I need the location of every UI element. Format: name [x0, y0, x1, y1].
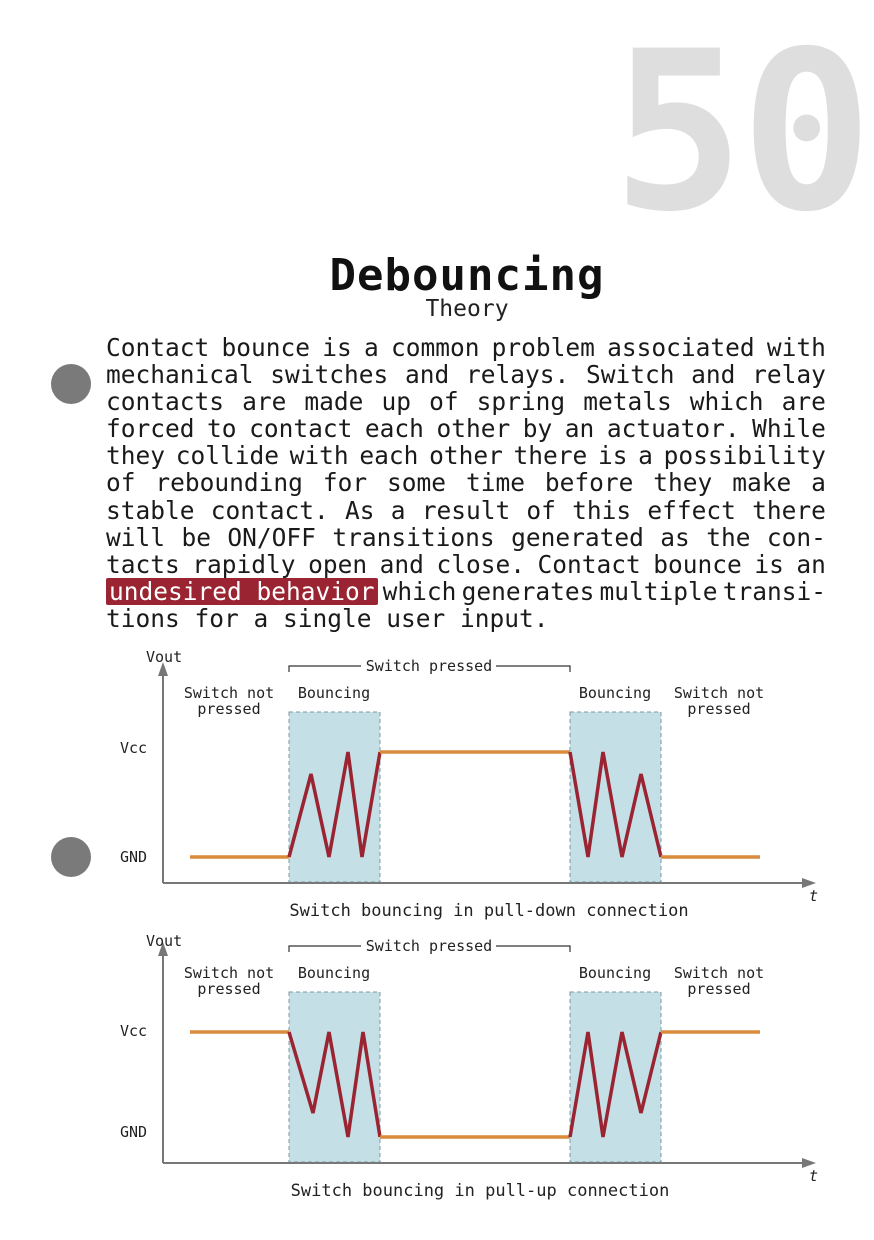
vcc-label: Vcc	[120, 739, 147, 757]
not-pressed-right-label: Switch not	[674, 684, 764, 702]
body-paragraph: Contact bounce is a common problem associated w…	[106, 334, 826, 632]
y-axis-label: Vout	[146, 648, 182, 666]
bouncing-region-left	[288, 711, 381, 883]
bounce-signal-left	[287, 1031, 382, 1138]
paragraph-line: contacts are made up of spring metals which are	[106, 387, 826, 417]
not-pressed-left-label: pressed	[197, 700, 260, 718]
bouncing-region-left	[288, 991, 381, 1163]
switch-pressed-label: Switch pressed	[366, 657, 492, 675]
gnd-label: GND	[120, 1123, 147, 1141]
paragraph-line: stable contact. As a result of this effect there	[106, 495, 826, 525]
y-axis-arrow	[158, 662, 168, 676]
y-axis-arrow	[158, 942, 168, 956]
vcc-label: Vcc	[120, 1022, 147, 1040]
switch-pressed-bracket	[288, 945, 571, 952]
not-pressed-right-label: pressed	[687, 980, 750, 998]
bouncing-left-label: Bouncing	[298, 964, 370, 982]
margin-dot-marker	[51, 364, 91, 404]
paragraph-line: forced to contact each other by an actuator. Whi…	[106, 414, 826, 444]
bounce-signal-right	[568, 1031, 663, 1138]
bounce-signal-left	[287, 751, 382, 858]
y-axis-label: Vout	[146, 932, 182, 950]
gnd-label: GND	[120, 848, 147, 866]
not-pressed-left-label: Switch not	[184, 684, 274, 702]
paragraph-line: they collide with each other there is a possibil…	[106, 441, 826, 471]
x-axis-label: t	[809, 887, 818, 905]
diagram-caption: Switch bouncing in pull-up connection	[291, 1181, 670, 1201]
paragraph-line: Contact bounce is a common problem associated w…	[106, 333, 826, 362]
pull-up-diagram: Vout t Vcc GND Switch pressed Switch not…	[120, 932, 818, 1201]
paragraph-line: tions for a single user input.	[106, 603, 549, 633]
switch-pressed-label: Switch pressed	[366, 937, 492, 955]
paragraph-line: tacts rapidly open and close. Contact bounce is…	[106, 549, 826, 579]
pull-down-diagram: Vout t Vcc GND Switch pressed Switch not…	[120, 648, 818, 921]
bouncing-left-label: Bouncing	[298, 684, 370, 702]
not-pressed-left-label: pressed	[197, 980, 260, 998]
bounce-signal-right	[568, 751, 663, 858]
x-axis-arrow	[802, 1158, 816, 1168]
x-axis-label: t	[809, 1167, 818, 1185]
paragraph-line: of rebounding for some time before they make a	[106, 468, 826, 498]
margin-dot-marker	[51, 837, 91, 877]
not-pressed-right-label: Switch not	[674, 964, 764, 982]
page-subtitle: Theory	[425, 296, 509, 322]
diagram-caption: Switch bouncing in pull-down connection	[289, 901, 688, 921]
not-pressed-right-label: pressed	[687, 700, 750, 718]
x-axis-arrow	[802, 878, 816, 888]
highlighted-term: undesired behavior	[106, 578, 378, 605]
paragraph-line: undesired behavior which generates multiple…	[106, 578, 826, 605]
switch-pressed-bracket	[288, 665, 571, 672]
bouncing-right-label: Bouncing	[579, 684, 651, 702]
page-number: 50	[612, 4, 873, 260]
paragraph-line: will be ON/OFF transitions generated as the con…	[106, 522, 826, 552]
not-pressed-left-label: Switch not	[184, 964, 274, 982]
bouncing-right-label: Bouncing	[579, 964, 651, 982]
page-title: Debouncing	[329, 250, 605, 301]
paragraph-line: mechanical switches and relays. Switch and rel…	[106, 360, 826, 390]
